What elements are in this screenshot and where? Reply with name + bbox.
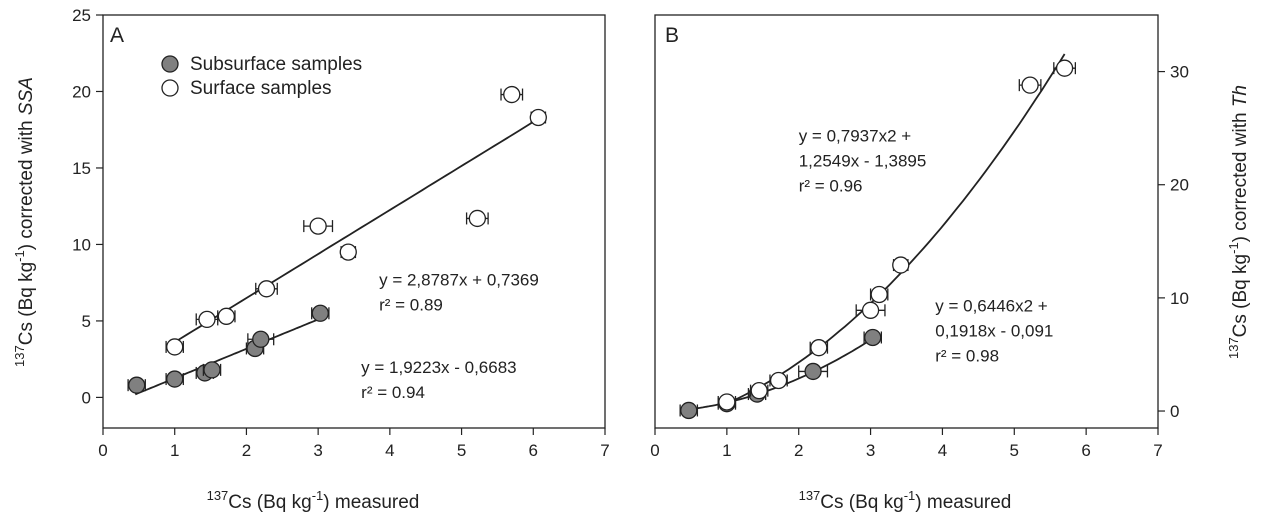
subsurface-point	[311, 304, 329, 322]
surface-point	[529, 108, 547, 127]
x-tick-label: 6	[1081, 441, 1090, 460]
subsurface-point	[680, 401, 698, 420]
x-tick-label: 5	[457, 441, 466, 460]
equation-label: y = 1,9223x - 0,6683	[361, 358, 516, 377]
y-tick-label: 10	[1170, 289, 1189, 308]
surface-point	[750, 382, 768, 400]
x-tick-label: 1	[722, 441, 731, 460]
legend-entry: Surface samples	[190, 78, 332, 99]
r-squared-label: r² = 0.94	[361, 383, 425, 402]
surface-point	[718, 393, 736, 411]
x-tick-label: 3	[313, 441, 322, 460]
x-tick-label: 3	[866, 441, 875, 460]
surface-point	[769, 371, 788, 390]
equation-label: 1,2549x - 1,3895	[799, 152, 927, 171]
x-tick-label: 6	[529, 441, 538, 460]
surface-point	[217, 307, 235, 325]
panel-a: 0 1 2 3 4 5 6 7 0 5 10 15 20 25 137Cs (Bq kg-1) measur…	[12, 6, 610, 513]
y-tick-label: 0	[82, 388, 91, 407]
surface-point	[861, 301, 880, 319]
legend-open-marker	[161, 79, 179, 97]
y-tick-label: 20	[1170, 176, 1189, 195]
r-squared-label: r² = 0.96	[799, 177, 863, 196]
subsurface-point	[804, 362, 822, 381]
y-axis-title: 137Cs (Bq kg-1) corrected with Th	[1226, 85, 1251, 359]
surface-point	[257, 280, 276, 298]
plot-frame	[102, 14, 606, 429]
subsurface-point	[864, 328, 882, 347]
legend-entry: Subsurface samples	[190, 54, 362, 75]
equation-label: 0,1918x - 0,091	[935, 321, 1053, 340]
x-tick-label: 2	[242, 441, 251, 460]
x-tick-label: 0	[98, 441, 107, 460]
subsurface-point	[128, 376, 146, 394]
surface-point	[339, 243, 357, 261]
panel-label: A	[110, 24, 124, 47]
surface-point	[468, 209, 486, 228]
surface-point	[870, 285, 888, 304]
x-tick-label: 1	[170, 441, 179, 460]
x-tick-label: 5	[1010, 441, 1019, 460]
legend: Subsurface samples Surface samples	[161, 54, 362, 99]
x-tick-label: 2	[794, 441, 803, 460]
surface-point	[1021, 76, 1039, 94]
regression-line	[726, 53, 1066, 405]
plot-frame	[654, 14, 1159, 429]
y-tick-label: 15	[72, 159, 91, 178]
x-axis-title: 137Cs (Bq kg-1) measured	[799, 488, 1012, 513]
y-tick-label: 5	[82, 312, 91, 331]
x-tick-label: 7	[1153, 441, 1162, 460]
y-tick-label: 20	[72, 82, 91, 101]
regression-line	[174, 118, 538, 343]
r-squared-label: r² = 0.89	[379, 296, 443, 315]
x-tick-label: 4	[938, 441, 947, 460]
x-tick-label: 7	[600, 441, 609, 460]
y-axis-title-isotope: 137	[12, 345, 27, 367]
surface-point	[1055, 59, 1074, 77]
surface-point	[892, 256, 910, 274]
panel-label: B	[665, 24, 679, 47]
equation-label: y = 0,7937x2 +	[799, 127, 912, 146]
equation-label: y = 2,8787x + 0,7369	[379, 271, 539, 290]
surface-point	[810, 339, 828, 357]
x-tick-label: 0	[650, 441, 659, 460]
y-tick-label: 10	[72, 235, 91, 254]
x-axis-title-isotope: 137	[799, 488, 821, 503]
surface-point	[166, 338, 184, 356]
x-axis-title: 137Cs (Bq kg-1) measured	[207, 488, 420, 513]
y-axis-title: 137Cs (Bq kg-1) corrected with SSA	[12, 77, 37, 367]
surface-point	[198, 310, 216, 329]
surface-point	[503, 85, 521, 104]
r-squared-label: r² = 0.98	[935, 346, 999, 365]
y-axis-title-isotope: 137	[1226, 337, 1241, 359]
x-tick-label: 4	[385, 441, 394, 460]
equation-label: y = 0,6446x2 +	[935, 296, 1048, 315]
subsurface-point	[203, 361, 221, 379]
legend-filled-marker	[161, 55, 179, 73]
subsurface-point	[166, 370, 184, 388]
regression-line	[134, 317, 323, 396]
subsurface-point	[252, 330, 270, 348]
y-tick-label: 25	[72, 6, 91, 25]
y-tick-label: 0	[1170, 402, 1179, 421]
y-tick-label: 30	[1170, 63, 1189, 82]
surface-point	[309, 217, 327, 235]
x-axis-title-isotope: 137	[207, 488, 229, 503]
